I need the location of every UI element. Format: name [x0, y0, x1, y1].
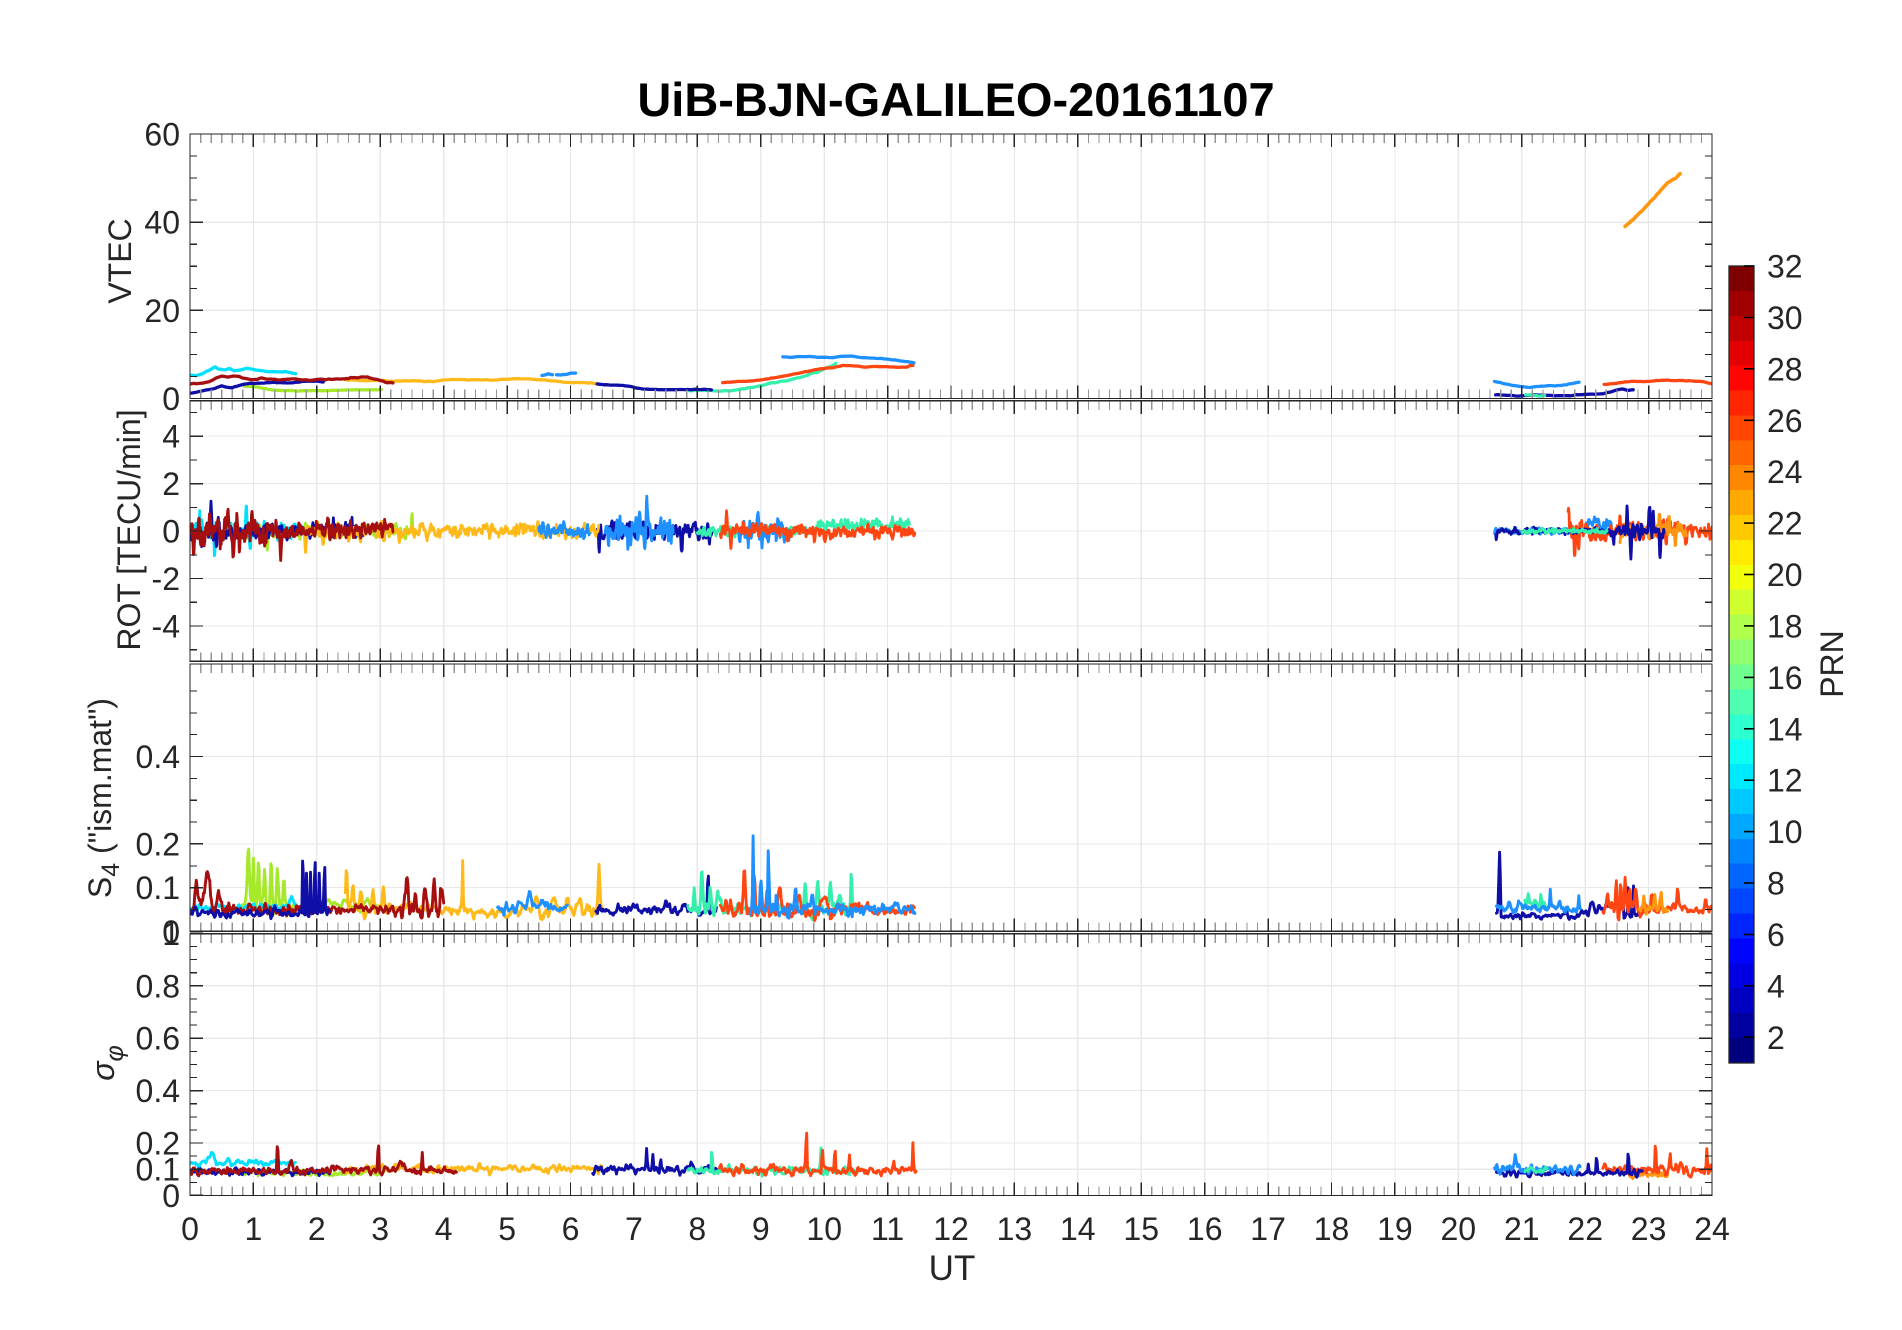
svg-text:0: 0	[162, 914, 180, 950]
svg-text:26: 26	[1767, 403, 1803, 439]
svg-text:16: 16	[1187, 1211, 1223, 1247]
svg-text:UiB-BJN-GALILEO-20161107: UiB-BJN-GALILEO-20161107	[637, 73, 1274, 126]
svg-text:0: 0	[181, 1211, 199, 1247]
svg-text:13: 13	[997, 1211, 1033, 1247]
svg-text:2: 2	[308, 1211, 326, 1247]
svg-text:28: 28	[1767, 351, 1803, 387]
svg-text:5: 5	[498, 1211, 516, 1247]
svg-text:30: 30	[1767, 300, 1803, 336]
svg-text:12: 12	[933, 1211, 969, 1247]
svg-text:20: 20	[144, 293, 180, 329]
svg-text:20: 20	[1767, 557, 1803, 593]
svg-text:7: 7	[625, 1211, 643, 1247]
svg-text:2: 2	[162, 466, 180, 502]
svg-text:10: 10	[806, 1211, 842, 1247]
svg-text:23: 23	[1631, 1211, 1667, 1247]
svg-text:PRN: PRN	[1814, 630, 1850, 698]
svg-text:20: 20	[1441, 1211, 1477, 1247]
svg-text:0.4: 0.4	[136, 1073, 180, 1109]
svg-text:0.6: 0.6	[136, 1021, 180, 1057]
svg-text:0.1: 0.1	[136, 870, 180, 906]
svg-text:-2: -2	[152, 561, 180, 597]
svg-text:12: 12	[1767, 763, 1803, 799]
svg-text:8: 8	[688, 1211, 706, 1247]
svg-text:3: 3	[371, 1211, 389, 1247]
svg-text:18: 18	[1314, 1211, 1350, 1247]
svg-text:0.2: 0.2	[136, 826, 180, 862]
svg-text:UT: UT	[929, 1249, 976, 1288]
svg-text:17: 17	[1250, 1211, 1286, 1247]
svg-text:6: 6	[562, 1211, 580, 1247]
svg-text:24: 24	[1767, 454, 1803, 490]
svg-text:1: 1	[162, 916, 180, 952]
svg-text:14: 14	[1767, 711, 1803, 747]
svg-text:11: 11	[871, 1211, 904, 1247]
svg-text:0.1: 0.1	[136, 1152, 180, 1188]
svg-text:4: 4	[435, 1211, 453, 1247]
svg-text:19: 19	[1377, 1211, 1413, 1247]
svg-text:32: 32	[1767, 249, 1803, 285]
svg-text:22: 22	[1567, 1211, 1603, 1247]
svg-text:22: 22	[1767, 506, 1803, 542]
svg-text:2: 2	[1767, 1020, 1785, 1056]
svg-text:14: 14	[1060, 1211, 1096, 1247]
svg-text:4: 4	[1767, 968, 1785, 1004]
svg-text:21: 21	[1504, 1211, 1540, 1247]
svg-text:ROT [TECU/min]: ROT [TECU/min]	[111, 409, 147, 650]
svg-text:0.4: 0.4	[136, 739, 180, 775]
svg-text:15: 15	[1123, 1211, 1159, 1247]
svg-text:-4: -4	[152, 609, 180, 645]
svg-text:S4 ("ism.mat"): S4 ("ism.mat")	[82, 698, 125, 898]
svg-text:9: 9	[752, 1211, 770, 1247]
svg-text:24: 24	[1694, 1211, 1730, 1247]
svg-text:1: 1	[245, 1211, 263, 1247]
svg-text:8: 8	[1767, 866, 1785, 902]
svg-text:6: 6	[1767, 917, 1785, 953]
svg-text:0.2: 0.2	[136, 1126, 180, 1162]
svg-text:10: 10	[1767, 814, 1803, 850]
svg-text:0: 0	[162, 381, 180, 417]
svg-text:0: 0	[162, 514, 180, 550]
svg-text:40: 40	[144, 205, 180, 241]
svg-text:VTEC: VTEC	[102, 218, 138, 303]
svg-text:18: 18	[1767, 608, 1803, 644]
svg-text:0: 0	[162, 1178, 180, 1214]
svg-text:16: 16	[1767, 660, 1803, 696]
svg-text:0.8: 0.8	[136, 968, 180, 1004]
svg-text:60: 60	[144, 117, 180, 153]
svg-text:4: 4	[162, 419, 180, 455]
